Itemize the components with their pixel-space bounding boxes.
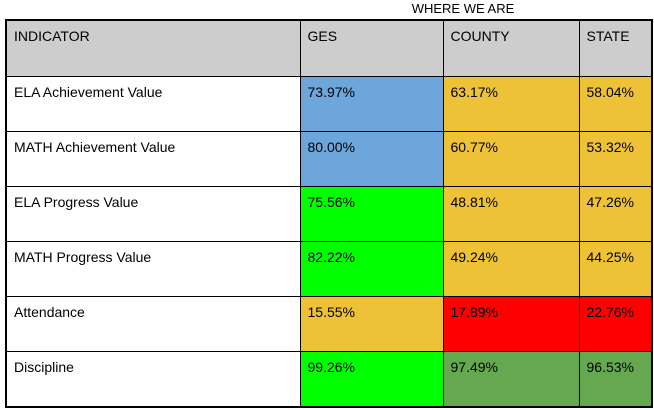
value-cell-county: 63.17% (442, 75, 580, 132)
value-cell-county: 60.77% (442, 130, 580, 187)
value-cell-state: 96.53% (578, 351, 653, 408)
indicator-label: Attendance (5, 296, 301, 353)
value-cell-county: 17.89% (442, 296, 580, 353)
indicators-table: INDICATOR GES COUNTY STATE ELA Achieveme… (5, 19, 653, 408)
value-cell-state: 58.04% (578, 75, 653, 132)
value-cell-ges: 80.00% (299, 130, 444, 187)
value-cell-ges: 82.22% (299, 240, 444, 298)
value-cell-state: 53.32% (578, 130, 653, 187)
value-cell-county: 97.49% (442, 351, 580, 408)
col-header-indicator: INDICATOR (5, 19, 301, 77)
indicator-label: MATH Achievement Value (5, 130, 301, 187)
table-row: Attendance 15.55% 17.89% 22.76% (5, 296, 653, 353)
value-cell-state: 47.26% (578, 185, 653, 242)
table-row: ELA Achievement Value 73.97% 63.17% 58.0… (5, 75, 653, 132)
indicator-label: MATH Progress Value (5, 240, 301, 298)
value-cell-ges: 99.26% (299, 351, 444, 408)
table-row: Discipline 99.26% 97.49% 96.53% (5, 351, 653, 408)
table-row: MATH Progress Value 82.22% 49.24% 44.25% (5, 240, 653, 298)
value-cell-state: 44.25% (578, 240, 653, 298)
value-cell-county: 49.24% (442, 240, 580, 298)
table-row: MATH Achievement Value 80.00% 60.77% 53.… (5, 130, 653, 187)
table-title: WHERE WE ARE (411, 1, 515, 16)
value-cell-county: 48.81% (442, 185, 580, 242)
value-cell-ges: 15.55% (299, 296, 444, 353)
table-row: ELA Progress Value 75.56% 48.81% 47.26% (5, 185, 653, 242)
indicator-label: ELA Achievement Value (5, 75, 301, 132)
value-cell-ges: 73.97% (299, 75, 444, 132)
indicator-label: Discipline (5, 351, 301, 408)
col-header-county: COUNTY (442, 19, 580, 77)
value-cell-state: 22.76% (578, 296, 653, 353)
indicator-label: ELA Progress Value (5, 185, 301, 242)
value-cell-ges: 75.56% (299, 185, 444, 242)
col-header-ges: GES (299, 19, 444, 77)
col-header-state: STATE (578, 19, 653, 77)
header-row: INDICATOR GES COUNTY STATE (5, 19, 653, 77)
